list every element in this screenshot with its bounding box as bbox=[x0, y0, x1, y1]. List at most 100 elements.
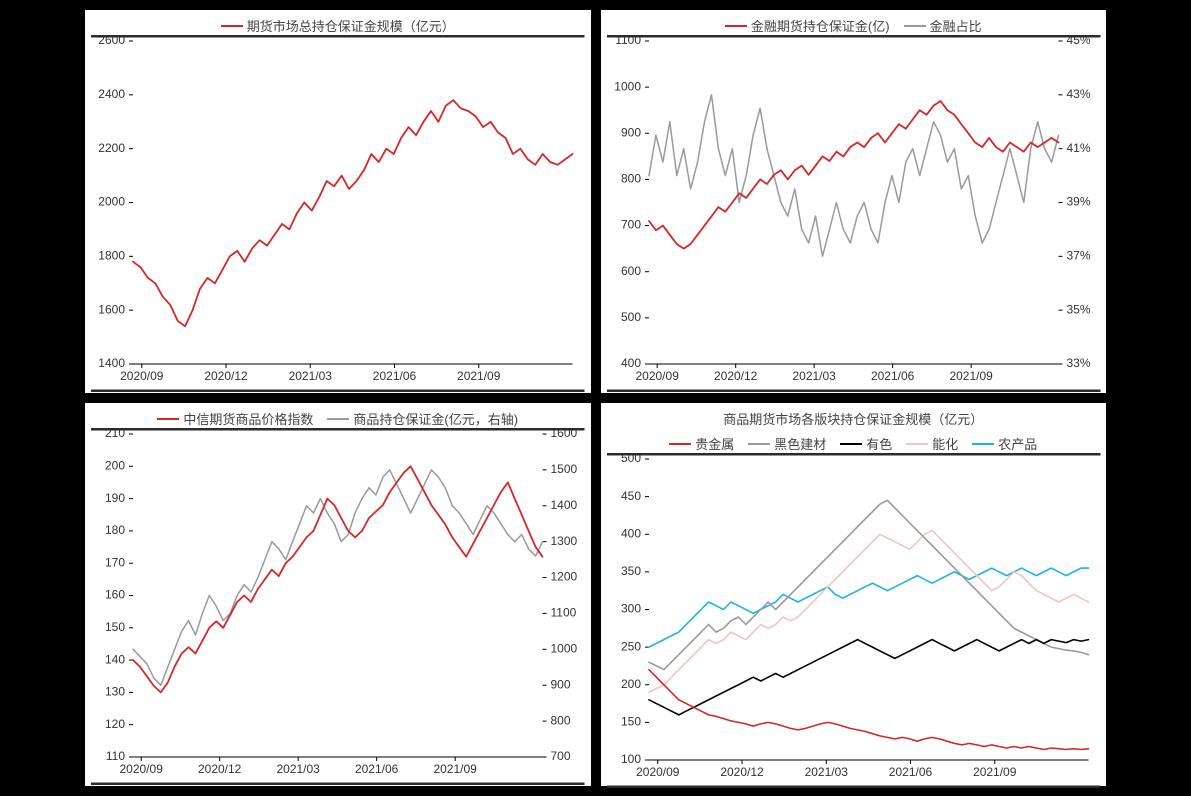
x-tick-label: 2021/06 bbox=[888, 765, 932, 779]
y-left-tick-label: 600 bbox=[620, 264, 640, 278]
y-right-tick-label: 1200 bbox=[551, 570, 578, 584]
x-tick-label: 2021/09 bbox=[973, 765, 1017, 779]
y-right-tick-label: 41% bbox=[1066, 141, 1090, 155]
chart-svg: 4005006007008009001000110033%35%37%39%41… bbox=[601, 35, 1107, 392]
legend-item: 金融占比 bbox=[904, 16, 982, 35]
chart-legend: 期货市场总持仓保证金规模（亿元） bbox=[85, 10, 591, 35]
legend-swatch bbox=[904, 25, 926, 27]
legend-item: 农产品 bbox=[972, 434, 1037, 453]
x-tick-label: 2021/03 bbox=[289, 369, 333, 383]
legend-item: 中信期货商品价格指数 bbox=[157, 409, 313, 428]
y-left-tick-label: 800 bbox=[620, 172, 640, 186]
legend-label: 金融期货持仓保证金(亿) bbox=[751, 16, 890, 35]
legend-swatch bbox=[725, 25, 747, 27]
y-left-tick-label: 700 bbox=[620, 218, 640, 232]
y-left-tick-label: 160 bbox=[105, 588, 125, 602]
legend-item: 有色 bbox=[840, 434, 892, 453]
y-left-tick-label: 200 bbox=[105, 458, 125, 472]
y-right-tick-label: 35% bbox=[1066, 302, 1090, 316]
y-right-tick-label: 1500 bbox=[551, 462, 578, 476]
x-tick-label: 2020/12 bbox=[204, 369, 248, 383]
legend-label: 能化 bbox=[932, 434, 958, 453]
legend-swatch bbox=[669, 443, 691, 445]
y-left-tick-label: 190 bbox=[105, 491, 125, 505]
y-left-tick-label: 2200 bbox=[98, 141, 125, 155]
legend-swatch bbox=[221, 25, 243, 27]
chart-svg: 14001600180020002200240026002020/092020/… bbox=[85, 35, 591, 392]
y-right-tick-label: 800 bbox=[551, 713, 571, 727]
x-tick-label: 2020/12 bbox=[720, 765, 764, 779]
y-right-tick-label: 43% bbox=[1066, 87, 1090, 101]
series-line bbox=[649, 95, 1059, 256]
legend-item: 金融期货持仓保证金(亿) bbox=[725, 16, 890, 35]
x-tick-label: 2020/09 bbox=[120, 369, 164, 383]
y-right-tick-label: 1300 bbox=[551, 534, 578, 548]
x-tick-label: 2021/06 bbox=[373, 369, 417, 383]
chart-title: 商品期货市场各版块持仓保证金规模（亿元） bbox=[601, 403, 1107, 428]
legend-label: 贵金属 bbox=[695, 434, 734, 453]
x-tick-label: 2021/09 bbox=[949, 369, 993, 383]
y-left-tick-label: 350 bbox=[620, 564, 640, 578]
chart-panel-p3: 中信期货商品价格指数商品持仓保证金(亿元，右轴)1101201301401501… bbox=[85, 403, 591, 786]
series-line bbox=[649, 640, 1089, 715]
legend-item: 期货市场总持仓保证金规模（亿元） bbox=[221, 16, 455, 35]
y-left-tick-label: 2000 bbox=[98, 195, 125, 209]
y-left-tick-label: 140 bbox=[105, 652, 125, 666]
y-right-tick-label: 33% bbox=[1066, 356, 1090, 370]
y-left-tick-label: 1800 bbox=[98, 249, 125, 263]
y-left-tick-label: 130 bbox=[105, 685, 125, 699]
y-left-tick-label: 150 bbox=[620, 715, 640, 729]
y-left-tick-label: 150 bbox=[105, 620, 125, 634]
chart-legend: 贵金属 黑色建材 有色 能化农产品 bbox=[601, 428, 1107, 453]
x-tick-label: 2020/09 bbox=[635, 369, 679, 383]
series-line bbox=[133, 100, 573, 326]
legend-swatch bbox=[840, 443, 862, 445]
x-tick-label: 2020/12 bbox=[198, 762, 242, 776]
legend-label: 期货市场总持仓保证金规模（亿元） bbox=[247, 16, 455, 35]
x-tick-label: 2020/09 bbox=[636, 765, 680, 779]
y-right-tick-label: 1000 bbox=[551, 642, 578, 656]
legend-swatch bbox=[327, 418, 349, 420]
y-left-tick-label: 1000 bbox=[614, 79, 641, 93]
chart-legend: 中信期货商品价格指数 商品持仓保证金(亿元，右轴) bbox=[85, 403, 591, 428]
y-left-tick-label: 180 bbox=[105, 523, 125, 537]
legend-label: 有色 bbox=[866, 434, 892, 453]
legend-label: 金融占比 bbox=[930, 16, 982, 35]
series-line bbox=[649, 670, 1089, 750]
y-left-tick-label: 120 bbox=[105, 717, 125, 731]
y-left-tick-label: 170 bbox=[105, 555, 125, 569]
y-right-tick-label: 900 bbox=[551, 677, 571, 691]
legend-label: 黑色建材 bbox=[774, 434, 826, 453]
series-line bbox=[649, 531, 1089, 693]
legend-swatch bbox=[972, 443, 994, 445]
legend-label: 商品持仓保证金(亿元，右轴) bbox=[353, 409, 518, 428]
y-right-tick-label: 1400 bbox=[551, 498, 578, 512]
legend-item: 能化 bbox=[906, 434, 958, 453]
x-tick-label: 2020/12 bbox=[713, 369, 757, 383]
y-left-tick-label: 200 bbox=[620, 677, 640, 691]
x-tick-label: 2021/03 bbox=[792, 369, 836, 383]
y-left-tick-label: 500 bbox=[620, 310, 640, 324]
series-line bbox=[649, 568, 1089, 647]
y-left-tick-label: 450 bbox=[620, 489, 640, 503]
y-right-tick-label: 700 bbox=[551, 749, 571, 763]
y-left-tick-label: 250 bbox=[620, 639, 640, 653]
series-line bbox=[133, 466, 543, 692]
y-right-tick-label: 39% bbox=[1066, 195, 1090, 209]
x-tick-label: 2021/06 bbox=[870, 369, 914, 383]
legend-label: 中信期货商品价格指数 bbox=[183, 409, 313, 428]
legend-item: 黑色建材 bbox=[748, 434, 826, 453]
x-tick-label: 2021/06 bbox=[355, 762, 399, 776]
chart-legend: 金融期货持仓保证金(亿) 金融占比 bbox=[601, 10, 1107, 35]
chart-svg: 1001502002503003504004505002020/092020/1… bbox=[601, 453, 1107, 788]
y-left-tick-label: 2400 bbox=[98, 87, 125, 101]
legend-swatch bbox=[157, 418, 179, 420]
x-tick-label: 2020/09 bbox=[119, 762, 163, 776]
legend-swatch bbox=[748, 443, 770, 445]
chart-panel-p4: 商品期货市场各版块持仓保证金规模（亿元）贵金属黑色建材有色能化农产品100150… bbox=[601, 403, 1107, 786]
chart-svg: 1101201301401501601701801902002107008009… bbox=[85, 428, 591, 785]
x-tick-label: 2021/03 bbox=[804, 765, 848, 779]
y-left-tick-label: 300 bbox=[620, 602, 640, 616]
y-right-tick-label: 37% bbox=[1066, 249, 1090, 263]
chart-panel-p2: 金融期货持仓保证金(亿)金融占比400500600700800900100011… bbox=[601, 10, 1107, 393]
